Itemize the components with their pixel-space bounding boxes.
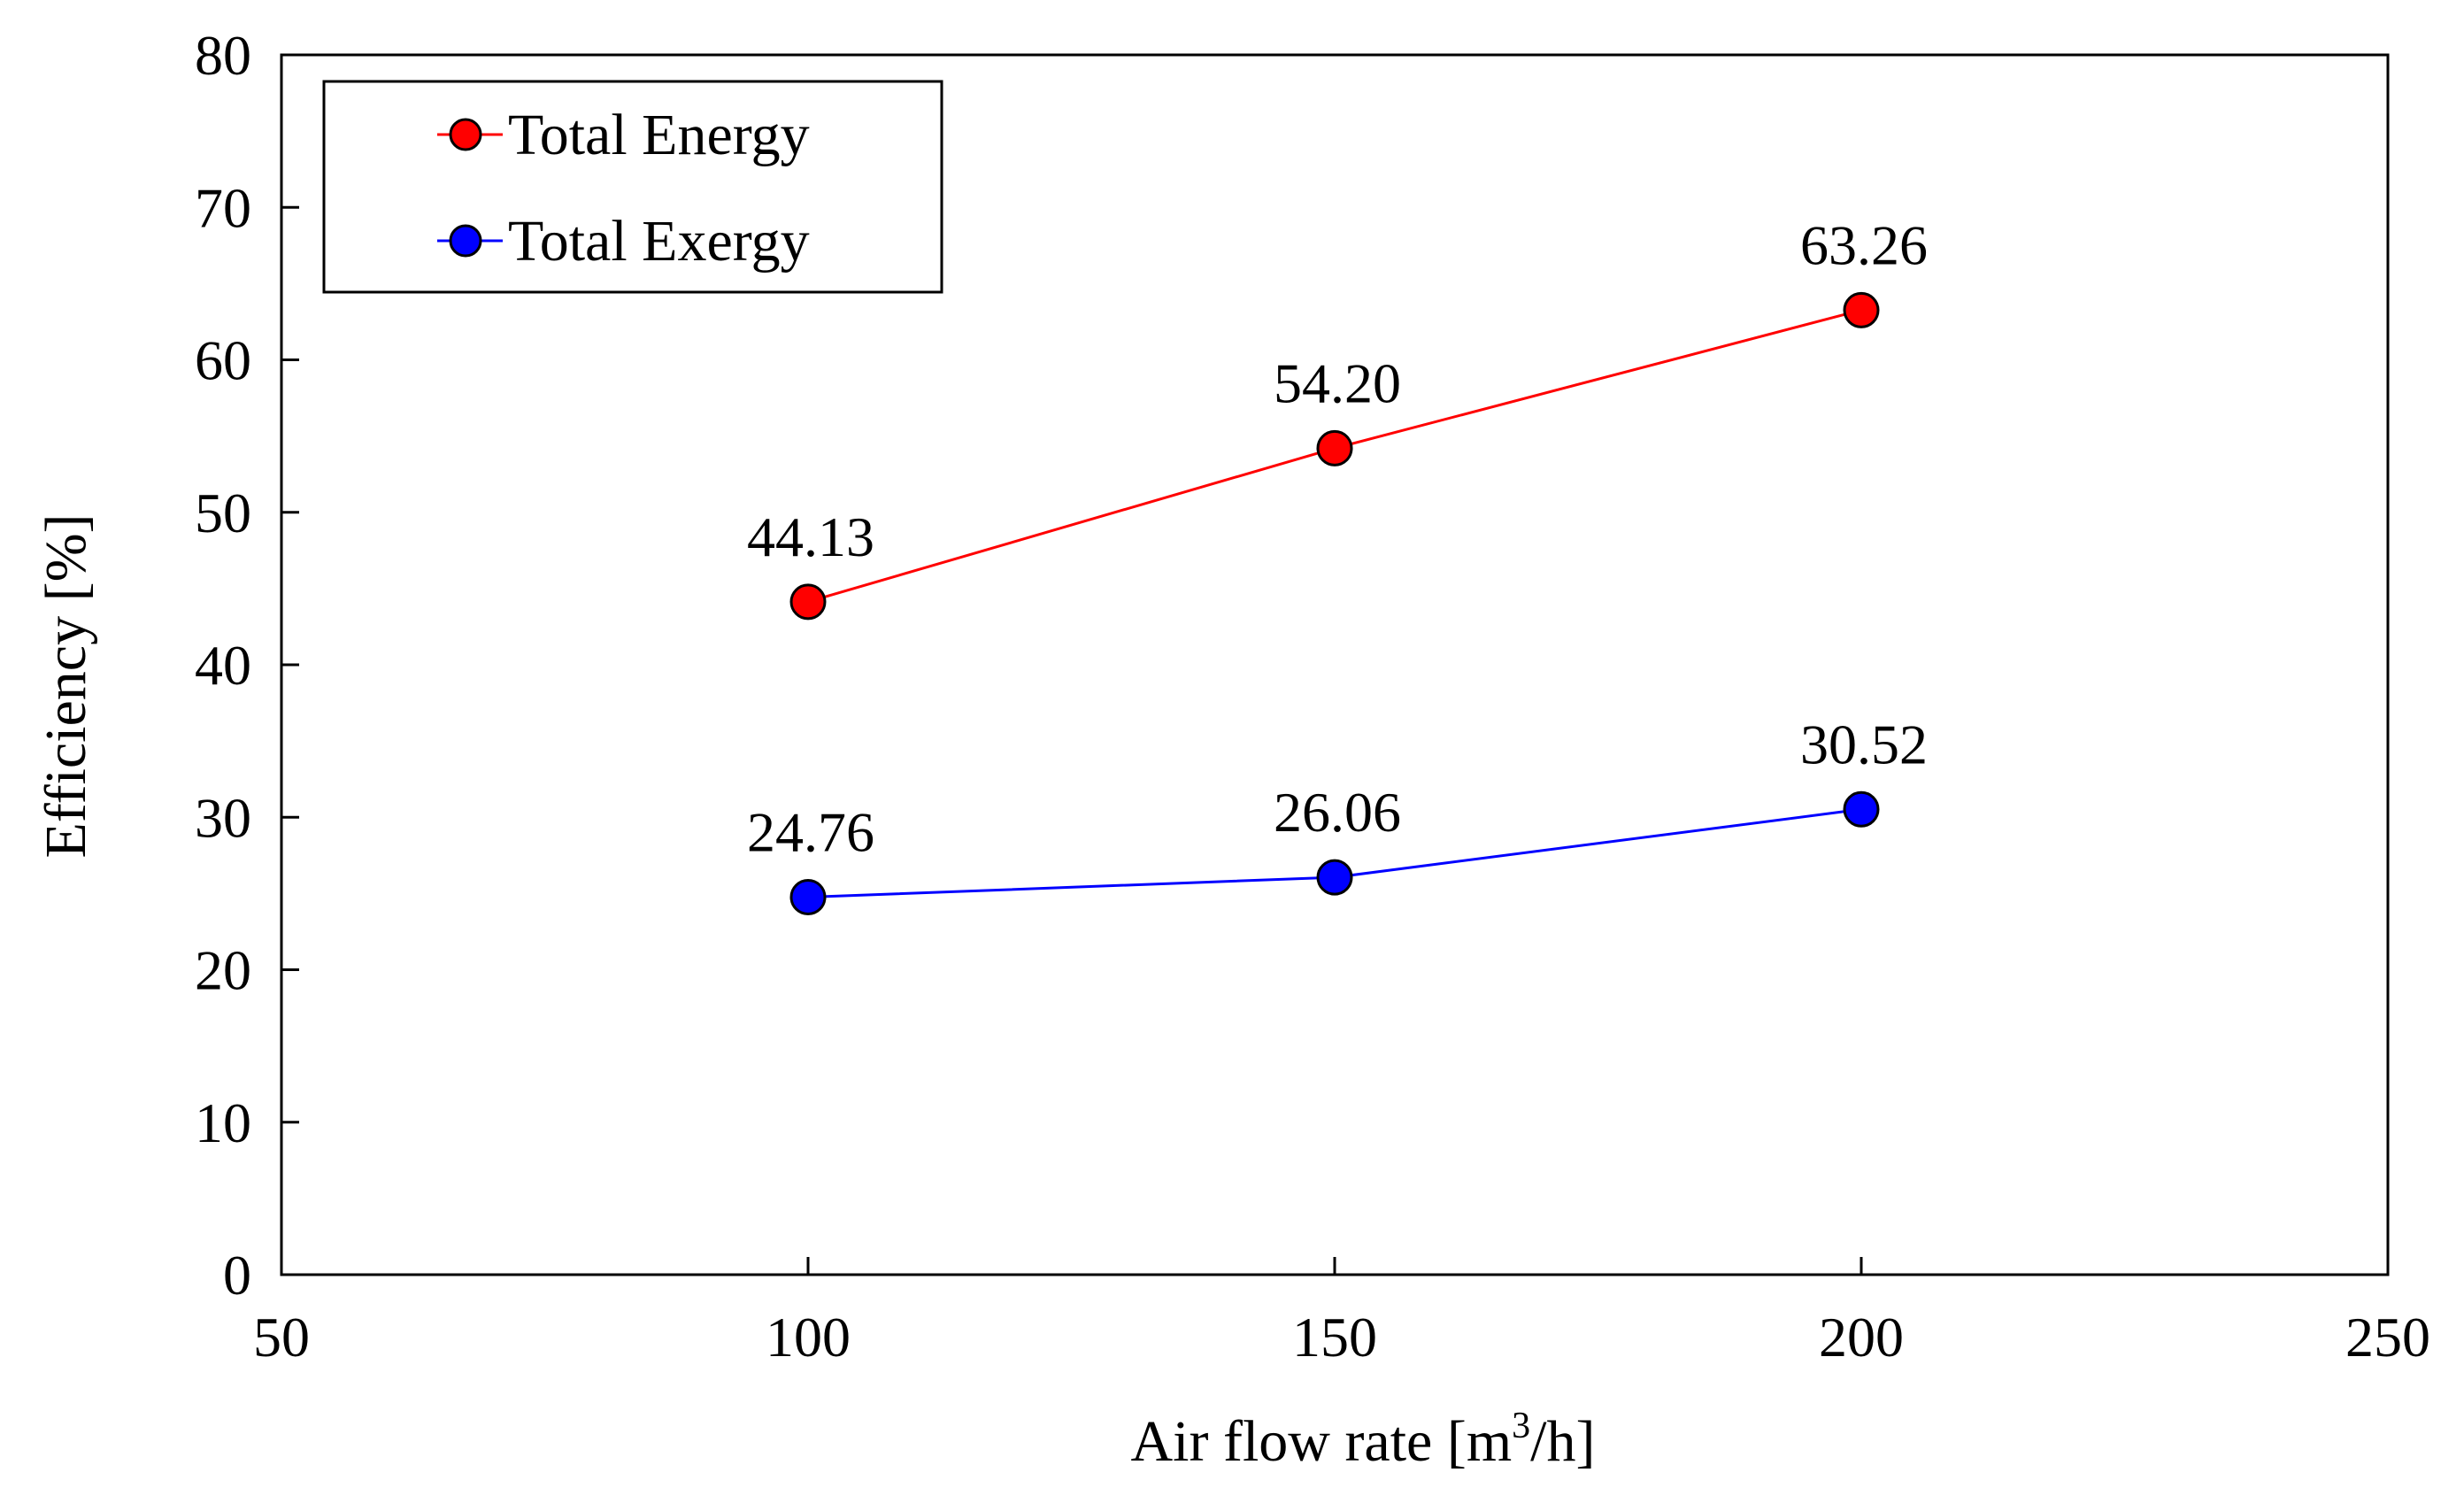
- total-exergy-point: [1316, 859, 1353, 896]
- legend-total-energy-label: Total Energy: [508, 103, 810, 167]
- legend-total-energy-marker: [449, 118, 482, 151]
- total-exergy-data-label: 24.76: [747, 801, 874, 864]
- x-axis-title: Air flow rate [m3/h]: [1130, 1406, 1595, 1474]
- x-axis-title-superscript: 3: [1512, 1406, 1530, 1446]
- y-tick-label: 20: [195, 939, 251, 1002]
- total-energy-point: [1316, 429, 1353, 466]
- x-tick-label: 150: [1292, 1306, 1377, 1368]
- x-tick-label: 100: [766, 1306, 851, 1368]
- total-exergy-point: [789, 879, 827, 916]
- y-tick-label: 60: [195, 329, 251, 392]
- total-exergy-data-label: 30.52: [1800, 713, 1928, 775]
- legend-box: [322, 80, 943, 294]
- y-tick-label: 40: [195, 634, 251, 697]
- legend-total-exergy-marker: [449, 224, 482, 258]
- y-tick-label: 30: [195, 786, 251, 849]
- total-energy-point: [789, 583, 827, 621]
- y-tick-label: 50: [195, 482, 251, 544]
- y-tick-label: 10: [195, 1091, 251, 1154]
- x-tick-label: 200: [1819, 1306, 1904, 1368]
- y-axis-title: Efficiency [%]: [34, 513, 98, 858]
- total-energy-point: [1843, 291, 1880, 328]
- total-exergy-point: [1843, 790, 1880, 828]
- total-energy-data-label: 54.20: [1274, 351, 1401, 414]
- x-tick-label: 50: [253, 1306, 310, 1368]
- x-tick-label: 250: [2345, 1306, 2430, 1368]
- total-energy-data-label: 63.26: [1800, 213, 1928, 276]
- total-exergy-data-label: 26.06: [1274, 781, 1401, 844]
- total-energy-data-label: 44.13: [747, 505, 874, 568]
- legend-total-exergy-label: Total Exergy: [508, 209, 810, 274]
- y-tick-label: 70: [195, 176, 251, 239]
- y-tick-label: 80: [195, 24, 251, 87]
- y-tick-label: 0: [223, 1244, 251, 1307]
